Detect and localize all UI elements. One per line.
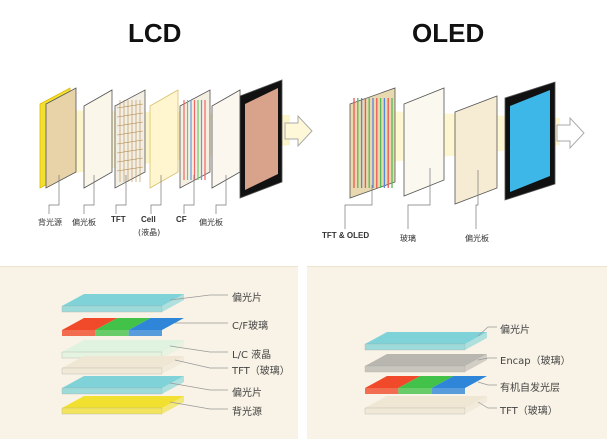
label-oled-polarizer: 偏光板 bbox=[465, 234, 489, 243]
oled-layer-tft bbox=[465, 396, 487, 414]
oled-layer-emissive bbox=[365, 388, 399, 394]
label-cf: CF bbox=[176, 215, 187, 224]
polarizer-plate bbox=[83, 89, 113, 189]
oled-stack-leader bbox=[477, 357, 497, 361]
label-tft: TFT bbox=[111, 215, 126, 224]
leader-line bbox=[183, 175, 195, 214]
lcd-layer-polarizer-bottom bbox=[162, 376, 184, 394]
oled-screen-image bbox=[510, 90, 550, 192]
leader-line bbox=[48, 175, 60, 214]
backlight-diffuser-plate bbox=[45, 87, 77, 189]
oled-layer-emissive bbox=[365, 376, 421, 388]
lcd-stack-leader bbox=[174, 359, 228, 369]
lcd-layer-backlight bbox=[62, 396, 184, 408]
lcd-stack-label-lc: L/C 液晶 bbox=[232, 350, 272, 361]
tft-grid-line bbox=[116, 121, 144, 127]
lcd-stack-label-polarizer-bottom: 偏光片 bbox=[232, 388, 262, 399]
cell-plate bbox=[149, 89, 179, 189]
lcd-layer-backlight bbox=[162, 396, 184, 414]
lcd-stack-leader bbox=[169, 401, 228, 410]
lcd-layer-cf bbox=[62, 318, 118, 330]
lcd-layer-cf bbox=[95, 318, 151, 330]
leader-line bbox=[215, 175, 227, 214]
label-polarizer: 偏光板 bbox=[72, 218, 96, 227]
oled-layer-polarizer bbox=[365, 332, 487, 344]
lcd-layer-cf bbox=[62, 330, 96, 336]
lcd-stack-label-tft-glass: TFT（玻璃） bbox=[232, 366, 290, 377]
lcd-stack-leader bbox=[169, 345, 228, 353]
lcd-layer-polarizer-bottom bbox=[61, 387, 163, 395]
oled-layer-emissive bbox=[431, 388, 465, 394]
lcd-layer-cf bbox=[128, 318, 184, 330]
lcd-layer-polarizer-top bbox=[162, 294, 184, 312]
lcd-layer-polarizer-bottom bbox=[62, 376, 184, 388]
oled-layer-encap bbox=[364, 365, 466, 373]
lcd-stack-label-polarizer-top: 偏光片 bbox=[232, 293, 262, 304]
leader-line bbox=[83, 175, 95, 214]
oled-layer-tft bbox=[365, 396, 487, 408]
lcd-stack-leader bbox=[169, 294, 228, 301]
label-polarizer-front: 偏光板 bbox=[199, 218, 223, 227]
oled-polarizer-plate bbox=[454, 95, 498, 205]
leader-line bbox=[150, 175, 162, 214]
oled-layer-encap bbox=[465, 354, 487, 372]
tft-grid-line bbox=[116, 130, 144, 136]
oled-stack-label-tft-glass: TFT（玻璃） bbox=[500, 406, 558, 417]
tft-grid-line bbox=[116, 112, 144, 118]
lcd-layer-backlight bbox=[61, 407, 163, 415]
oled-stack-leader bbox=[477, 326, 497, 337]
tft-grid-line bbox=[116, 166, 144, 172]
tft-plate bbox=[114, 89, 146, 189]
lcd-light-arrow bbox=[284, 114, 313, 148]
lcd-layer-tft bbox=[61, 367, 163, 375]
oled-title: OLED bbox=[412, 18, 485, 48]
oled-stack-label-polarizer: 偏光片 bbox=[500, 325, 530, 336]
label-glass: 玻璃 bbox=[400, 234, 416, 243]
leader-line bbox=[344, 185, 373, 229]
lcd-screen-image bbox=[245, 88, 278, 190]
lcd-title: LCD bbox=[128, 18, 182, 48]
leader-line bbox=[407, 168, 431, 229]
oled-stack-label-emissive: 有机自发光层 bbox=[500, 383, 560, 394]
lcd-layer-polarizer-top bbox=[61, 305, 163, 313]
tft-grid-line bbox=[116, 157, 144, 163]
lcd-layer-tft bbox=[62, 356, 184, 368]
lcd-stack-leader bbox=[169, 382, 228, 391]
oled-layer-encap bbox=[365, 354, 487, 366]
tft-grid-line bbox=[116, 148, 144, 154]
label-tft-oled: TFT & OLED bbox=[322, 231, 370, 240]
lcd-stack-label-cf-glass: C/F玻璃 bbox=[232, 321, 269, 332]
glass-plate bbox=[403, 87, 445, 197]
label-liquid-crystal: (液晶) bbox=[138, 228, 161, 237]
oled-layer-emissive bbox=[398, 376, 454, 388]
front-polarizer-plate bbox=[211, 89, 241, 189]
leader-line bbox=[115, 175, 127, 214]
oled-layer-polarizer bbox=[364, 343, 466, 351]
tft-grid-line bbox=[116, 103, 144, 109]
oled-layer-polarizer bbox=[465, 332, 487, 350]
oled-stack-leader bbox=[477, 381, 497, 386]
lcd-layer-liquid-crystal bbox=[62, 340, 184, 352]
lcd-layer-liquid-crystal bbox=[162, 340, 184, 358]
leader-line bbox=[475, 170, 479, 229]
lcd-layer-cf bbox=[128, 330, 162, 336]
oled-stack-leader bbox=[477, 401, 497, 409]
lcd-layer-polarizer-top bbox=[62, 294, 184, 306]
oled-layer-tft bbox=[364, 407, 466, 415]
oled-stack-label-encap: Encap（玻璃） bbox=[500, 356, 571, 367]
tft-grid-line bbox=[116, 139, 144, 145]
label-cell: Cell bbox=[141, 215, 156, 224]
oled-layer-emissive bbox=[398, 388, 432, 394]
label-backlight: 背光源 bbox=[38, 218, 62, 227]
oled-layer-emissive bbox=[431, 376, 487, 388]
lcd-layer-cf bbox=[95, 330, 129, 336]
lcd-stack-label-backlight: 背光源 bbox=[232, 407, 262, 418]
oled-light-arrow bbox=[556, 116, 585, 150]
